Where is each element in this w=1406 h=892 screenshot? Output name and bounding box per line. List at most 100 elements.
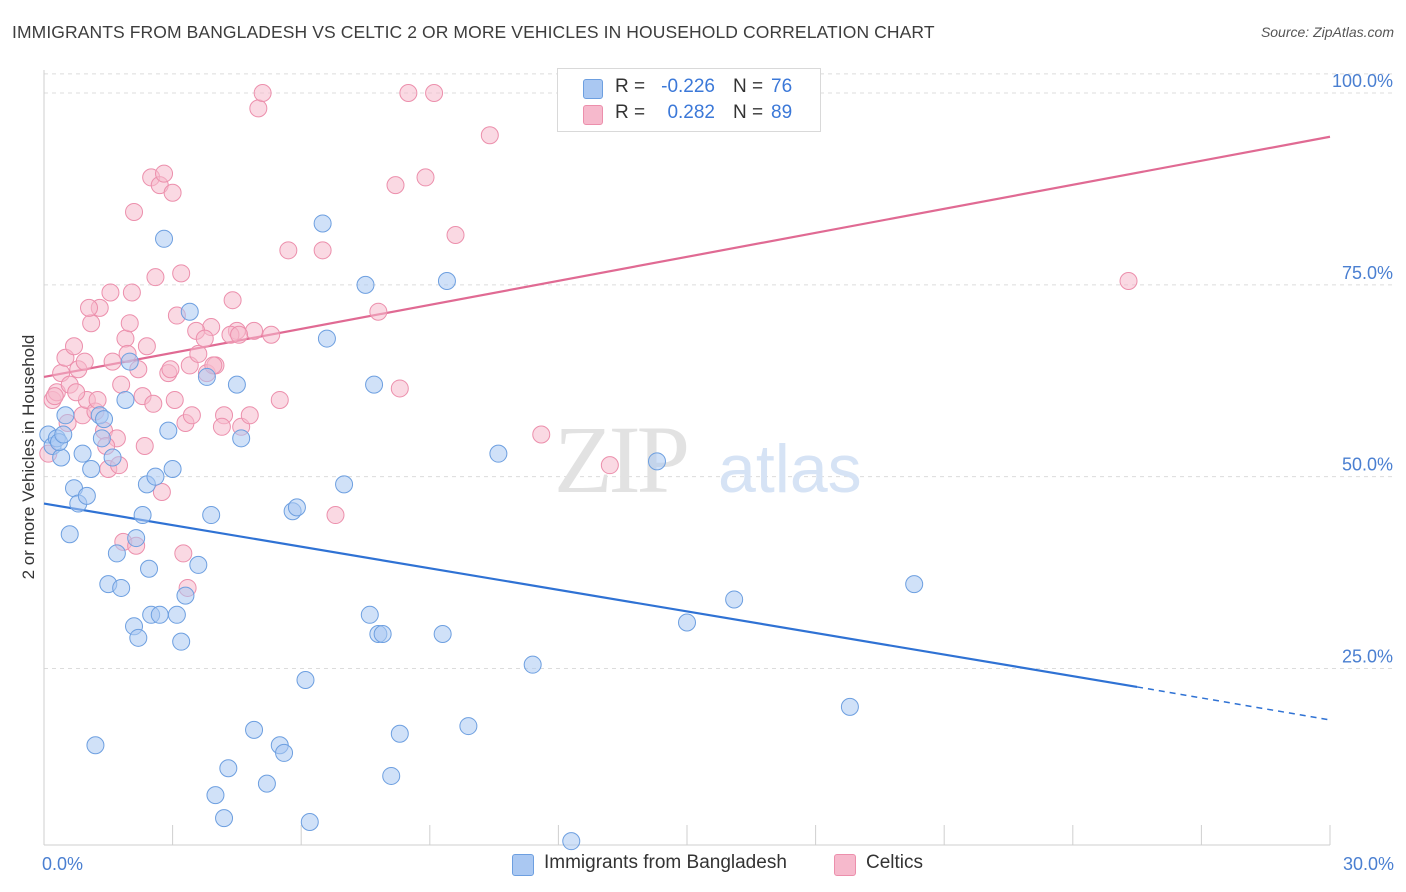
bangladesh-point <box>356 275 375 294</box>
celtics-point <box>425 84 444 103</box>
bangladesh-point <box>73 444 92 463</box>
celtics-point <box>137 337 156 356</box>
y-tick-label: 75.0% <box>1342 263 1393 283</box>
celtics-point <box>163 183 182 202</box>
celtics-point <box>600 456 619 475</box>
celtics-point <box>122 283 141 302</box>
celtics-point <box>45 387 64 406</box>
bangladesh-point <box>60 525 79 544</box>
axes: 25.0% 50.0% 75.0% 100.0% 0.0% 30.0% <box>42 70 1394 874</box>
celtics-point <box>65 337 84 356</box>
bangladesh-point <box>103 448 122 467</box>
legend-label-celtics: Celtics <box>866 852 924 873</box>
celtics-point <box>253 84 272 103</box>
legend-swatch-pink <box>583 105 603 125</box>
bangladesh-point <box>317 329 336 348</box>
bangladesh-point <box>275 743 294 762</box>
bangladesh-point <box>197 367 216 386</box>
celtics-point <box>313 241 332 260</box>
legend-r-label: R = <box>615 102 646 123</box>
y-tick-label: 25.0% <box>1342 647 1393 667</box>
celtics-point <box>174 544 193 563</box>
celtics-point <box>120 314 139 333</box>
celtics-point <box>155 164 174 183</box>
celtics-point <box>532 425 551 444</box>
celtics-point <box>446 225 465 244</box>
celtics-point <box>1119 272 1138 291</box>
bangladesh-point <box>215 809 234 828</box>
watermark: ZIP atlas <box>554 406 862 513</box>
bangladesh-point <box>120 352 139 371</box>
bangladesh-point <box>287 498 306 517</box>
bangladesh-point <box>52 448 71 467</box>
celtics-point <box>262 325 281 344</box>
bangladesh-point <box>365 375 384 394</box>
celtics-point <box>390 379 409 398</box>
y-axis-label: 2 or more Vehicles in Household <box>19 335 38 580</box>
correlation-legend: R = -0.226 N = 76 R = 0.282 N = 89 <box>557 68 821 132</box>
bangladesh-trend-extension <box>1136 686 1331 721</box>
celtics-point <box>416 168 435 187</box>
celtics-point <box>135 436 154 455</box>
celtics-point <box>223 291 242 310</box>
bangladesh-point <box>95 410 114 429</box>
bangladesh-point <box>382 766 401 785</box>
celtics-point <box>240 406 259 425</box>
bangladesh-point <box>163 460 182 479</box>
bangladesh-point <box>905 575 924 594</box>
bangladesh-point <box>206 786 225 805</box>
celtics-point <box>279 241 298 260</box>
celtics-point <box>165 390 184 409</box>
bangladesh-point <box>127 529 146 548</box>
celtics-point <box>245 321 264 340</box>
bangladesh-point <box>150 605 169 624</box>
celtics-point <box>212 417 231 436</box>
bangladesh-point <box>176 586 195 605</box>
legend-r-value: 0.282 <box>667 102 715 123</box>
bangladesh-point <box>360 605 379 624</box>
legend-r-value: -0.226 <box>661 76 715 97</box>
bangladesh-point <box>140 559 159 578</box>
celtics-point <box>116 329 135 348</box>
bangladesh-point <box>202 506 221 525</box>
x-tick-label: 30.0% <box>1343 854 1394 874</box>
celtics-point <box>103 352 122 371</box>
celtics-point <box>386 176 405 195</box>
bangladesh-point <box>86 736 105 755</box>
legend-label-bangladesh: Immigrants from Bangladesh <box>544 852 787 873</box>
bangladesh-point <box>56 406 75 425</box>
bangladesh-point <box>562 832 581 851</box>
legend-r-label: R = <box>615 76 646 97</box>
celtics-point <box>144 394 163 413</box>
celtics-point <box>369 302 388 321</box>
bangladesh-point <box>159 421 178 440</box>
bangladesh-point <box>54 425 73 444</box>
legend-swatch-blue <box>512 854 534 876</box>
bangladesh-trend-line <box>43 502 1138 689</box>
celtics-point <box>230 325 249 344</box>
bangladesh-point <box>257 774 276 793</box>
legend-n-value: 76 <box>771 76 793 97</box>
bangladesh-point <box>189 555 208 574</box>
source-label: Source: ZipAtlas.com <box>1260 24 1394 40</box>
legend-swatch-pink <box>834 854 856 876</box>
bangladesh-point <box>335 475 354 494</box>
bangladesh-point <box>116 390 135 409</box>
celtics-points <box>39 84 1138 597</box>
legend-n-label: N = <box>733 76 764 97</box>
bangladesh-point <box>155 229 174 248</box>
bangladesh-point <box>296 671 315 690</box>
legend-swatch-blue <box>583 79 603 99</box>
bangladesh-point <box>390 724 409 743</box>
bangladesh-point <box>77 486 96 505</box>
watermark-zip: ZIP <box>554 406 687 513</box>
bangladesh-point <box>647 452 666 471</box>
bangladesh-point <box>433 624 452 643</box>
celtics-point <box>326 506 345 525</box>
celtics-point <box>80 298 99 317</box>
celtics-point <box>161 360 180 379</box>
bangladesh-point <box>112 578 131 597</box>
bangladesh-point <box>523 655 542 674</box>
celtics-point <box>67 383 86 402</box>
bangladesh-point <box>92 429 111 448</box>
